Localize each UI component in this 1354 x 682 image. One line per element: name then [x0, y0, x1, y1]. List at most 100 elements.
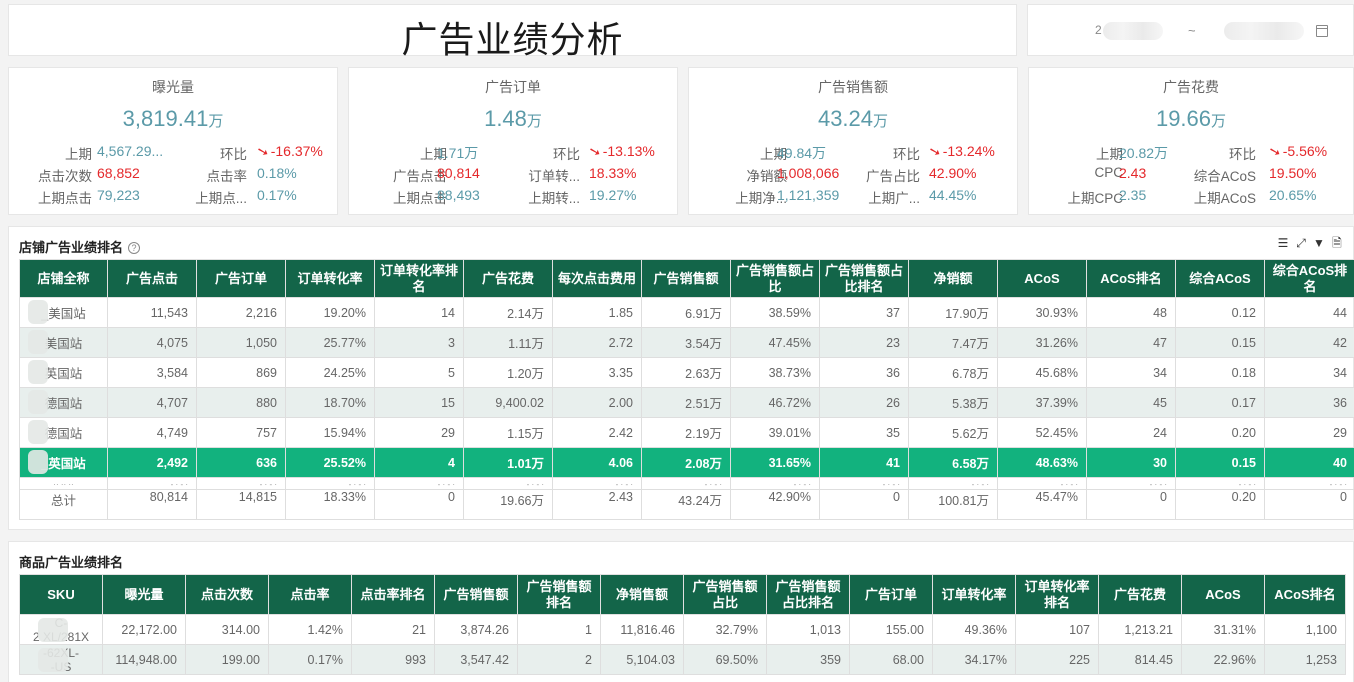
column-header[interactable]: 广告花费 [463, 259, 553, 298]
total-cell: 80,814 [107, 489, 197, 520]
column-header[interactable]: 广告订单 [196, 259, 286, 298]
column-header[interactable]: 净销额 [908, 259, 998, 298]
store-ranking-title: 店铺广告业绩排名? [19, 237, 141, 256]
question-circle-icon[interactable]: ? [128, 242, 141, 254]
kpi-row: 广告点击 80,814 订单转... 18.33% [349, 165, 677, 185]
total-cell: 0 [1086, 489, 1176, 520]
column-header[interactable]: 订单转化率 [932, 574, 1016, 615]
table-cell: 30.93% [997, 297, 1087, 328]
column-header[interactable]: 订单转化率 [285, 259, 375, 298]
column-header[interactable]: 广告销售额占比排名 [766, 574, 850, 615]
table-cell: 3 [374, 327, 464, 358]
table-cell: 2.42 [552, 417, 642, 448]
end-date-input[interactable] [1224, 22, 1304, 40]
store-ranking-panel: 店铺广告业绩排名? ☰ ⤢ ▼ 🗎 店铺全称 广告点击 广告订单 订单转化率 订单转化率… [8, 226, 1354, 530]
column-header[interactable]: 广告花费 [1098, 574, 1182, 615]
column-header[interactable]: 综合ACoS [1175, 259, 1265, 298]
column-header[interactable]: 广告销售额排名 [517, 574, 601, 615]
column-header[interactable]: 店铺全称 [19, 259, 108, 298]
table-cell: 3,584 [107, 357, 197, 388]
table-cell: 37 [819, 297, 909, 328]
total-cell: 0 [374, 489, 464, 520]
column-header[interactable]: 点击率排名 [351, 574, 435, 615]
table-view-icon[interactable]: ☰ [1277, 236, 1289, 250]
column-header[interactable]: ACoS [997, 259, 1087, 298]
start-date-input[interactable] [1103, 22, 1163, 40]
table-cell: - · - · [552, 477, 642, 490]
table-row[interactable]: C- 2 XL/281X22,172.00314.001.42%213,874.… [19, 614, 1346, 645]
table-cell: 46.72% [730, 387, 820, 418]
table-cell: 7.47万 [908, 327, 998, 358]
date-separator: ~ [1188, 23, 1196, 38]
table-row[interactable]: -62XL- -US114,948.00199.000.17%9933,547.… [19, 644, 1346, 675]
column-header[interactable]: 广告销售额占比 [730, 259, 820, 298]
table-cell: ·· ·· ·· [19, 477, 108, 490]
total-cell: 0 [819, 489, 909, 520]
column-header[interactable]: 广告销售额 [641, 259, 731, 298]
table-cell: - · - · [1264, 477, 1354, 490]
table-cell: 1 [517, 614, 601, 645]
column-header[interactable]: 点击率 [268, 574, 352, 615]
column-header[interactable]: 广告销售额占比排名 [819, 259, 909, 298]
table-cell: 0.12 [1175, 297, 1265, 328]
column-header[interactable]: 广告销售额占比 [683, 574, 767, 615]
store-name-cell: 德国站 [19, 417, 108, 448]
table-cell: 0.15 [1175, 447, 1265, 478]
column-header[interactable]: ACoS排名 [1264, 574, 1346, 615]
table-row[interactable]: 英国站 3,584 869 24.25% 5 1.20万 3.35 2.63万 38.73% 36… [19, 357, 1354, 388]
table-cell: - · - · [819, 477, 909, 490]
column-header[interactable]: 广告订单 [849, 574, 933, 615]
expand-icon[interactable]: ⤢ [1296, 236, 1306, 250]
column-header[interactable]: SKU [19, 574, 103, 615]
column-header[interactable]: 净销售额 [600, 574, 684, 615]
kpi-label: 点击率 [206, 169, 248, 184]
column-header[interactable]: 曝光量 [102, 574, 186, 615]
kpi-label: 上期净... [735, 191, 787, 206]
kpi-row: 点击次数 68,852 点击率 0.18% [9, 165, 337, 185]
column-header[interactable]: 广告销售额 [434, 574, 518, 615]
table-row[interactable]: _英国站 2,492 636 25.52% 4 1.01万 4.06 2.08万 31.65% 4… [19, 447, 1354, 478]
export-icon[interactable]: 🗎 [1332, 236, 1342, 250]
kpi-label: CPC [1094, 165, 1123, 180]
total-row: 总计 80,814 14,815 18.33% 0 19.66万 2.43 43.24万 42.… [19, 489, 1354, 520]
calendar-icon[interactable] [1316, 25, 1328, 37]
kpi-metric-value: 19.27% [589, 187, 637, 203]
date-range-picker[interactable]: 2 ~ [1027, 4, 1354, 56]
table-cell: 6.78万 [908, 357, 998, 388]
total-cell: 19.66万 [463, 489, 553, 520]
column-header[interactable]: ACoS排名 [1086, 259, 1176, 298]
kpi-card: 广告花费 19.66万 上期 20.82万 环比 ➘-5.56% CPC 2.4… [1028, 67, 1354, 215]
column-header[interactable]: 广告点击 [107, 259, 197, 298]
kpi-label: 环比 [1229, 147, 1256, 162]
table-cell: 2.19万 [641, 417, 731, 448]
total-cell: 0 [1264, 489, 1354, 520]
kpi-metric: ➘-13.24% [927, 142, 995, 160]
kpi-value: 1.48万 [349, 106, 677, 132]
table-row-partial[interactable]: ·· ·· ·· - · - · - · - · - · - · - · - · - · … [19, 477, 1354, 490]
kpi-metric-value: 18.33% [589, 165, 637, 181]
column-header[interactable]: 综合ACoS排名 [1264, 259, 1354, 298]
table-row[interactable]: 德国站 4,749 757 15.94% 29 1.15万 2.42 2.19万 39.01% 3… [19, 417, 1354, 448]
column-header[interactable]: 点击次数 [185, 574, 269, 615]
total-cell: 45.47% [997, 489, 1087, 520]
kpi-metric: 80,814 [437, 165, 480, 181]
table-cell: 1,013 [766, 614, 850, 645]
redacted-blur [38, 618, 68, 642]
column-header[interactable]: 每次点击费用 [552, 259, 642, 298]
column-header[interactable]: ACoS [1181, 574, 1265, 615]
column-header[interactable]: 订单转化率排名 [1015, 574, 1099, 615]
kpi-metric: ➘-13.13% [587, 142, 655, 160]
column-header[interactable]: 订单转化率排名 [374, 259, 464, 298]
table-cell: - · - · [1175, 477, 1265, 490]
table-cell: 1.85 [552, 297, 642, 328]
table-row[interactable]: 美国站 4,075 1,050 25.77% 3 1.11万 2.72 3.54万 47.45%… [19, 327, 1354, 358]
filter-icon[interactable]: ▼ [1313, 236, 1325, 250]
sku-ranking-title: 商品广告业绩排名 [19, 555, 124, 570]
table-row[interactable]: 德国站 4,707 880 18.70% 15 9,400.02 2.00 2.51万 46.7… [19, 387, 1354, 418]
kpi-metric: 2.35 [1119, 187, 1147, 203]
store-name: 美国站 [44, 337, 83, 351]
table-row[interactable]: _美国站 11,543 2,216 19.20% 14 2.14万 1.85 6.91万 38.… [19, 297, 1354, 328]
table-cell: 0.18 [1175, 357, 1265, 388]
total-cell: 100.81万 [908, 489, 998, 520]
table-cell: 4,075 [107, 327, 197, 358]
